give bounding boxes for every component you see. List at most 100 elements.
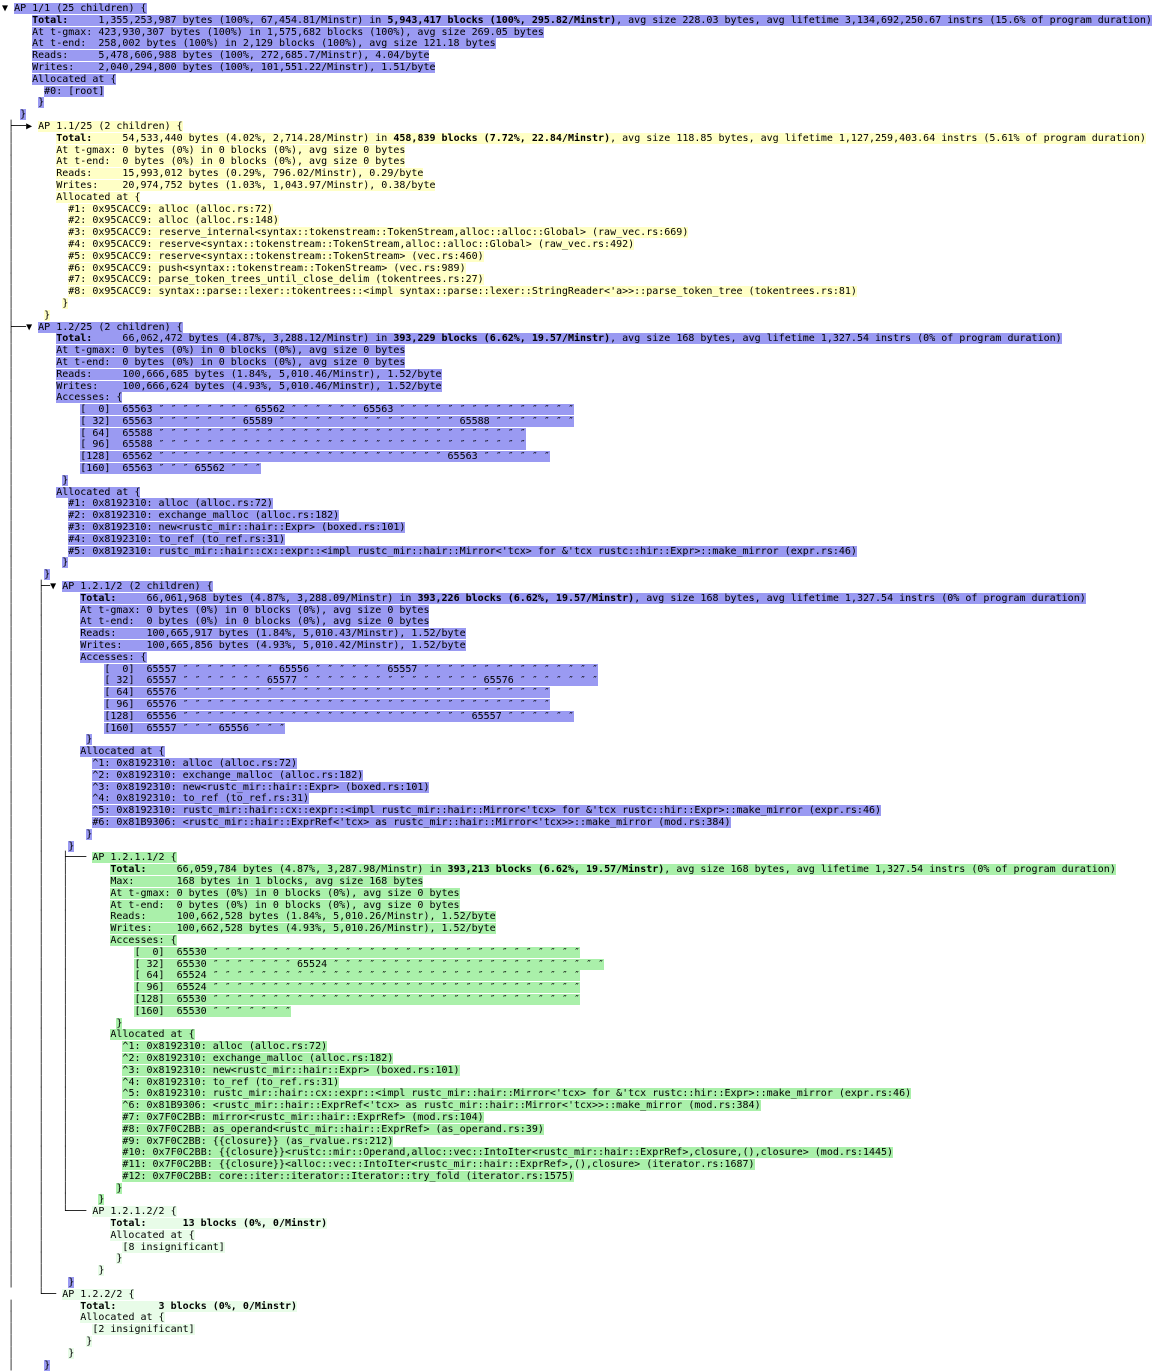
stack-frame-line: │ #2: 0x8192310: exchange_malloc (alloc.… <box>2 510 1175 522</box>
tree-guides: │ <box>2 404 81 416</box>
allocated-at-open-line-text: Allocated at { <box>56 191 141 203</box>
expander-triangle-icon[interactable]: ▼ <box>26 321 33 333</box>
tree-guides: │ <box>2 415 81 427</box>
accesses-open-line-text: Accesses: { <box>56 392 123 404</box>
tree-guides: │ <box>2 427 81 439</box>
tree-guides: │ │ <box>2 828 87 840</box>
access-counts-line-text: [ 0] 65530 ″ ″ ″ ″ ″ ″ ″ ″ ″ ″ ″ ″ ″ ″ ″… <box>134 946 580 958</box>
stat-line-text: Total: 66,062,472 bytes (4.87%, 3,288.12… <box>56 333 1062 345</box>
tree-guides: │ │ │ <box>2 923 111 935</box>
stack-frame-line: │ #4: 0x8192310: to_ref (to_ref.rs:31) <box>2 533 1175 546</box>
expander-triangle-icon[interactable]: ▶ <box>26 120 33 132</box>
stack-frame-line-text: ^4: 0x8192310: to_ref (to_ref.rs:31) <box>92 793 310 805</box>
stack-frame-line: │ #1: 0x95CACC9: alloc (alloc.rs:72) <box>2 203 1175 216</box>
tree-guides: │ <box>2 1336 87 1348</box>
stat-line: │ At t-end: 0 bytes (0%) in 0 blocks (0%… <box>2 356 1175 369</box>
stack-frame-line-text: ^4: 0x8192310: to_ref (to_ref.rs:31) <box>122 1076 340 1088</box>
stack-frame-line-text: #3: 0x95CACC9: reserve_internal<syntax::… <box>68 227 689 239</box>
tree-guides: │ │ │ <box>2 1088 123 1100</box>
stat-line-text: Writes: 100,665,856 bytes (4.93%, 5,010.… <box>80 640 466 652</box>
tree-guides: │ <box>2 274 69 286</box>
stack-frame-line: │ │ ^5: 0x8192310: rustc_mir::hair::cx::… <box>2 805 1175 817</box>
stack-frame-line-text: #6: 0x81B9306: <rustc_mir::hair::ExprRef… <box>92 816 731 828</box>
stat-line: Total: 1,355,253,987 bytes (100%, 67,454… <box>2 14 1175 27</box>
stack-frame-line: │ │ │ ^3: 0x8192310: new<rustc_mir::hair… <box>2 1064 1175 1077</box>
stat-line-text: Reads: 100,662,528 bytes (1.84%, 5,010.2… <box>110 911 496 923</box>
tree-guides: │ │ │ <box>2 864 111 876</box>
tree-guides: │ <box>2 286 69 298</box>
tree-guides: │ │ ├─── <box>2 852 93 864</box>
ap-node-header-text[interactable]: AP 1.2.1.1/2 { <box>92 852 177 864</box>
ap-node-close-line: │ │ } <box>2 1277 1175 1289</box>
tree-guides: │ │ │ <box>2 887 111 899</box>
tree-guides: │ │ │ <box>2 946 135 958</box>
ap-node-header-text[interactable]: AP 1.2/25 (2 children) { <box>38 321 183 333</box>
tree-guides: │ <box>2 1300 81 1312</box>
ap-node-close-line: │ │ } <box>2 1265 1175 1277</box>
stack-frame-line: │ #8: 0x95CACC9: syntax::parse::lexer::t… <box>2 286 1175 298</box>
allocated-at-open-line-text: Allocated at { <box>32 73 117 85</box>
ap-node-header-text[interactable]: AP 1/1 (25 children) { <box>14 3 147 14</box>
tree-guides: │ <box>2 168 57 180</box>
access-counts-line-text: [ 32] 65563 ″ ″ ″ ″ ″ ″ ″ 65589 ″ ″ ″ ″ … <box>80 415 574 427</box>
stat-line: │ │ │ At t-end: 0 bytes (0%) in 0 blocks… <box>2 899 1175 912</box>
stack-frame-line: │ #1: 0x8192310: alloc (alloc.rs:72) <box>2 498 1175 510</box>
stack-frame-line-text: ^5: 0x8192310: rustc_mir::hair::cx::expr… <box>92 805 881 817</box>
tree-guides: │ │ <box>2 734 87 746</box>
tree-guides: │ │ │ <box>2 875 111 887</box>
tree-guides <box>2 86 44 97</box>
stat-line-text: Reads: 100,665,917 bytes (1.84%, 5,010.4… <box>80 628 466 640</box>
stat-line: │ │ Total: 13 blocks (0%, 0/Minstr) <box>2 1218 1175 1230</box>
tree-guides: ├── <box>2 321 27 333</box>
stat-line: │ Writes: 20,974,752 bytes (1.03%, 1,043… <box>2 179 1175 192</box>
stat-line: │ │ Reads: 100,665,917 bytes (1.84%, 5,0… <box>2 628 1175 640</box>
stat-line-text: At t-gmax: 0 bytes (0%) in 0 blocks (0%)… <box>56 345 406 357</box>
stack-frame-line: │ │ [8 insignificant] <box>2 1241 1175 1254</box>
stat-line: │ Reads: 100,666,685 bytes (1.84%, 5,010… <box>2 368 1175 381</box>
accesses-close-line-text: } <box>62 474 69 486</box>
ap-node-close-line-text: } <box>98 1265 105 1277</box>
tree-guides: │ │ <box>2 816 93 828</box>
expander-triangle-icon[interactable]: ▼ <box>50 581 57 593</box>
access-counts-line-text: [ 32] 65530 ″ ″ ″ ″ ″ ″ ″ 65524 ″ ″ ″ ″ … <box>134 958 605 970</box>
access-counts-line: │ │ │ [ 64] 65524 ″ ″ ″ ″ ″ ″ ″ ″ ″ ″ ″ … <box>2 970 1175 982</box>
tree-guides: │ │ <box>2 663 105 675</box>
tree-guides: │ │ │ <box>2 1029 111 1041</box>
allocated-at-open-line: Allocated at { <box>2 73 1175 86</box>
access-counts-line: │ [ 64] 65588 ″ ″ ″ ″ ″ ″ ″ ″ ″ ″ ″ ″ ″ … <box>2 427 1175 440</box>
tree-guides: │ │ │ <box>2 1194 99 1206</box>
tree-guides: │ │ │ <box>2 1052 123 1064</box>
access-counts-line-text: [ 96] 65588 ″ ″ ″ ″ ″ ″ ″ ″ ″ ″ ″ ″ ″ ″ … <box>80 439 526 451</box>
stat-line-text: Writes: 100,662,528 bytes (4.93%, 5,010.… <box>110 923 496 935</box>
stat-line: │ │ At t-end: 0 bytes (0%) in 0 blocks (… <box>2 616 1175 628</box>
tree-guides: │ │ │ <box>2 1123 123 1135</box>
allocated-at-close-line: │ } <box>2 557 1175 569</box>
stack-frame-line-text: ^3: 0x8192310: new<rustc_mir::hair::Expr… <box>92 781 430 793</box>
allocated-at-close-line: │ │ │ } <box>2 1182 1175 1195</box>
access-counts-line-text: [160] 65563 ″ ″ ″ 65562 ″ ″ ″ <box>80 463 261 475</box>
accesses-open-line: │ │ Accesses: { <box>2 651 1175 664</box>
stat-line-text: At t-gmax: 423,930,307 bytes (100%) in 1… <box>32 26 544 38</box>
accesses-close-line-text: } <box>116 1017 123 1029</box>
allocated-at-open-line-text: Allocated at { <box>110 1229 195 1241</box>
stack-frame-line: │ │ │ ^4: 0x8192310: to_ref (to_ref.rs:3… <box>2 1076 1175 1089</box>
stat-line: At t-gmax: 423,930,307 bytes (100%) in 1… <box>2 26 1175 39</box>
access-counts-line-text: [ 96] 65524 ″ ″ ″ ″ ″ ″ ″ ″ ″ ″ ″ ″ ″ ″ … <box>134 982 580 994</box>
tree-guides: │ <box>2 486 57 498</box>
ap-node-header-text[interactable]: AP 1.2.1/2 (2 children) { <box>62 581 213 593</box>
ap-node-header-text[interactable]: AP 1.2.2/2 { <box>62 1288 135 1300</box>
tree-guides <box>2 74 32 85</box>
stack-frame-line-text: ^2: 0x8192310: exchange_malloc (alloc.rs… <box>122 1052 394 1064</box>
stack-frame-line-text: #7: 0x7F0C2BB: mirror<rustc_mir::hair::E… <box>122 1111 484 1123</box>
expander-triangle-icon[interactable]: ▼ <box>2 3 9 14</box>
ap-node-header-text[interactable]: AP 1.2.1.2/2 { <box>92 1206 177 1218</box>
stat-line: │ │ │ Total: 66,059,784 bytes (4.87%, 3,… <box>2 864 1175 876</box>
stack-frame-line: │ │ │ #7: 0x7F0C2BB: mirror<rustc_mir::h… <box>2 1111 1175 1124</box>
stat-line-text: At t-end: 0 bytes (0%) in 0 blocks (0%),… <box>80 616 430 628</box>
ap-node-header-text[interactable]: AP 1.1/25 (2 children) { <box>38 120 183 132</box>
tree-guides: │ │ <box>2 1253 117 1265</box>
stack-frame-line: │ #6: 0x95CACC9: push<syntax::tokenstrea… <box>2 262 1175 275</box>
tree-guides: │ <box>2 179 57 191</box>
allocated-at-close-line: │ │ } <box>2 828 1175 841</box>
stack-frame-line: │ #7: 0x95CACC9: parse_token_trees_until… <box>2 274 1175 286</box>
